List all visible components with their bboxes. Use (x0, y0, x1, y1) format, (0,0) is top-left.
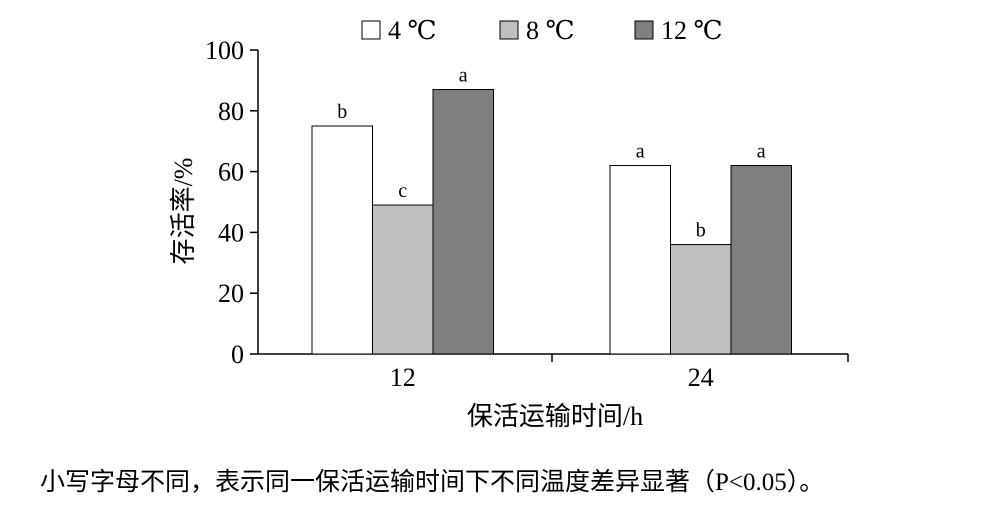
bar (730, 165, 792, 355)
figure-note: 小写字母不同，表示同一保活运输时间下不同温度差异显著（P<0.05）。 (40, 468, 824, 496)
x-tick-label: 12 (390, 363, 416, 392)
bar-significance-label: a (757, 141, 766, 163)
bar-significance-label: b (337, 101, 347, 123)
legend-swatch (361, 20, 381, 40)
legend-swatch (499, 20, 519, 40)
legend: 4 ℃ 8 ℃ 12 ℃ (361, 16, 723, 45)
bar-significance-label: a (459, 65, 468, 87)
x-tick-label: 24 (688, 363, 714, 392)
legend-swatch (634, 20, 654, 40)
y-tick-label: 60 (218, 158, 244, 187)
y-tick-label: 0 (231, 340, 244, 369)
bar (311, 125, 373, 355)
bar-significance-label: a (636, 141, 645, 163)
legend-label: 4 ℃ (388, 16, 437, 45)
bar (372, 204, 434, 355)
y-tick-label: 100 (205, 36, 244, 65)
bar-significance-label: c (398, 180, 407, 202)
x-axis-title: 保活运输时间/h (467, 402, 643, 431)
y-axis: 0 20 40 60 80 100 (205, 36, 259, 369)
y-tick-label: 40 (218, 218, 244, 247)
bar-significance-label: b (696, 220, 706, 242)
bar (670, 244, 732, 355)
y-axis-title: 存活率/% (169, 158, 198, 265)
legend-label: 12 ℃ (661, 16, 723, 45)
y-tick-label: 80 (218, 97, 244, 126)
bar (432, 89, 494, 355)
bars: b c a a b a (311, 65, 792, 355)
x-axis: 12 24 (258, 353, 849, 392)
bar (609, 165, 671, 355)
legend-label: 8 ℃ (526, 16, 575, 45)
y-tick-label: 20 (218, 279, 244, 308)
